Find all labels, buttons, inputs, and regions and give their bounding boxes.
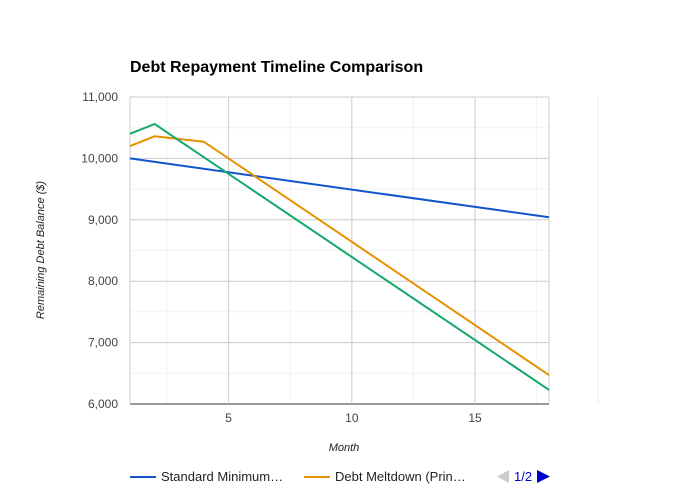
series-lines — [129, 123, 550, 391]
y-tick-label: 11,000 — [82, 90, 118, 104]
y-tick-label: 10,000 — [81, 151, 118, 165]
y-axis-label: Remaining Debt Balance ($) — [35, 181, 47, 320]
x-tick-label: 15 — [468, 411, 482, 425]
chart-title: Debt Repayment Timeline Comparison — [130, 59, 423, 76]
series-line-1 — [129, 135, 550, 376]
x-axis-label: Month — [329, 442, 360, 454]
y-tick-label: 8,000 — [88, 274, 118, 288]
legend-item-standard-minimum[interactable]: Standard Minimum… — [130, 469, 283, 484]
triangle-left-icon[interactable] — [497, 470, 509, 483]
y-tick-label: 7,000 — [88, 336, 118, 350]
legend-page-indicator: 1/2 — [514, 469, 532, 484]
x-tick-label: 5 — [225, 411, 232, 425]
legend-label: Standard Minimum… — [161, 469, 283, 484]
legend-pager: 1/2 — [497, 469, 550, 484]
y-tick-label: 9,000 — [88, 213, 118, 227]
grid — [129, 96, 550, 405]
y-tick-label: 6,000 — [88, 397, 118, 411]
legend-label: Debt Meltdown (Prin… — [335, 469, 466, 484]
series-line-2 — [129, 123, 550, 391]
triangle-right-icon[interactable] — [537, 470, 550, 483]
legend: Standard Minimum… Debt Meltdown (Prin… 1… — [130, 469, 550, 484]
legend-item-debt-meltdown[interactable]: Debt Meltdown (Prin… — [304, 469, 466, 484]
y-axis-ticks: 6,000 7,000 8,000 9,000 10,000 11,000 — [81, 90, 118, 411]
x-tick-label: 10 — [345, 411, 359, 425]
x-axis-ticks: 5 10 15 — [225, 411, 482, 425]
series-line-0 — [129, 157, 550, 219]
